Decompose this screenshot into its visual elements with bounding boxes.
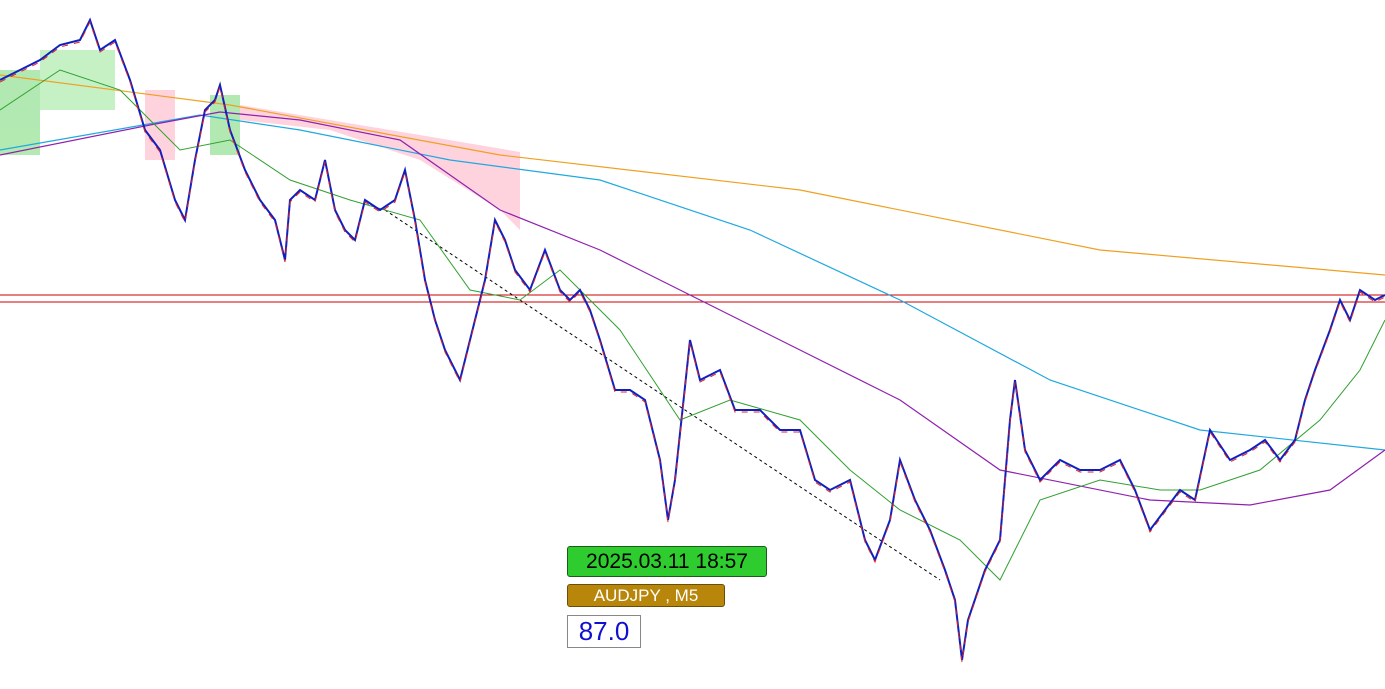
trend-line <box>384 209 941 581</box>
value-label: 87.0 <box>567 615 641 648</box>
bull-zone <box>0 70 40 155</box>
time-label: 2025.03.11 18:57 <box>567 546 767 577</box>
symbol-label: AUDJPY , M5 <box>567 584 725 607</box>
bear-zone <box>240 105 520 230</box>
price-path-up <box>0 20 1385 663</box>
bull-zone <box>40 50 115 110</box>
ma-slow <box>0 111 1385 506</box>
ma-fast <box>0 69 1385 581</box>
ma-long <box>0 74 1385 276</box>
ma-mid <box>0 114 1385 451</box>
price-path <box>0 17 1385 661</box>
